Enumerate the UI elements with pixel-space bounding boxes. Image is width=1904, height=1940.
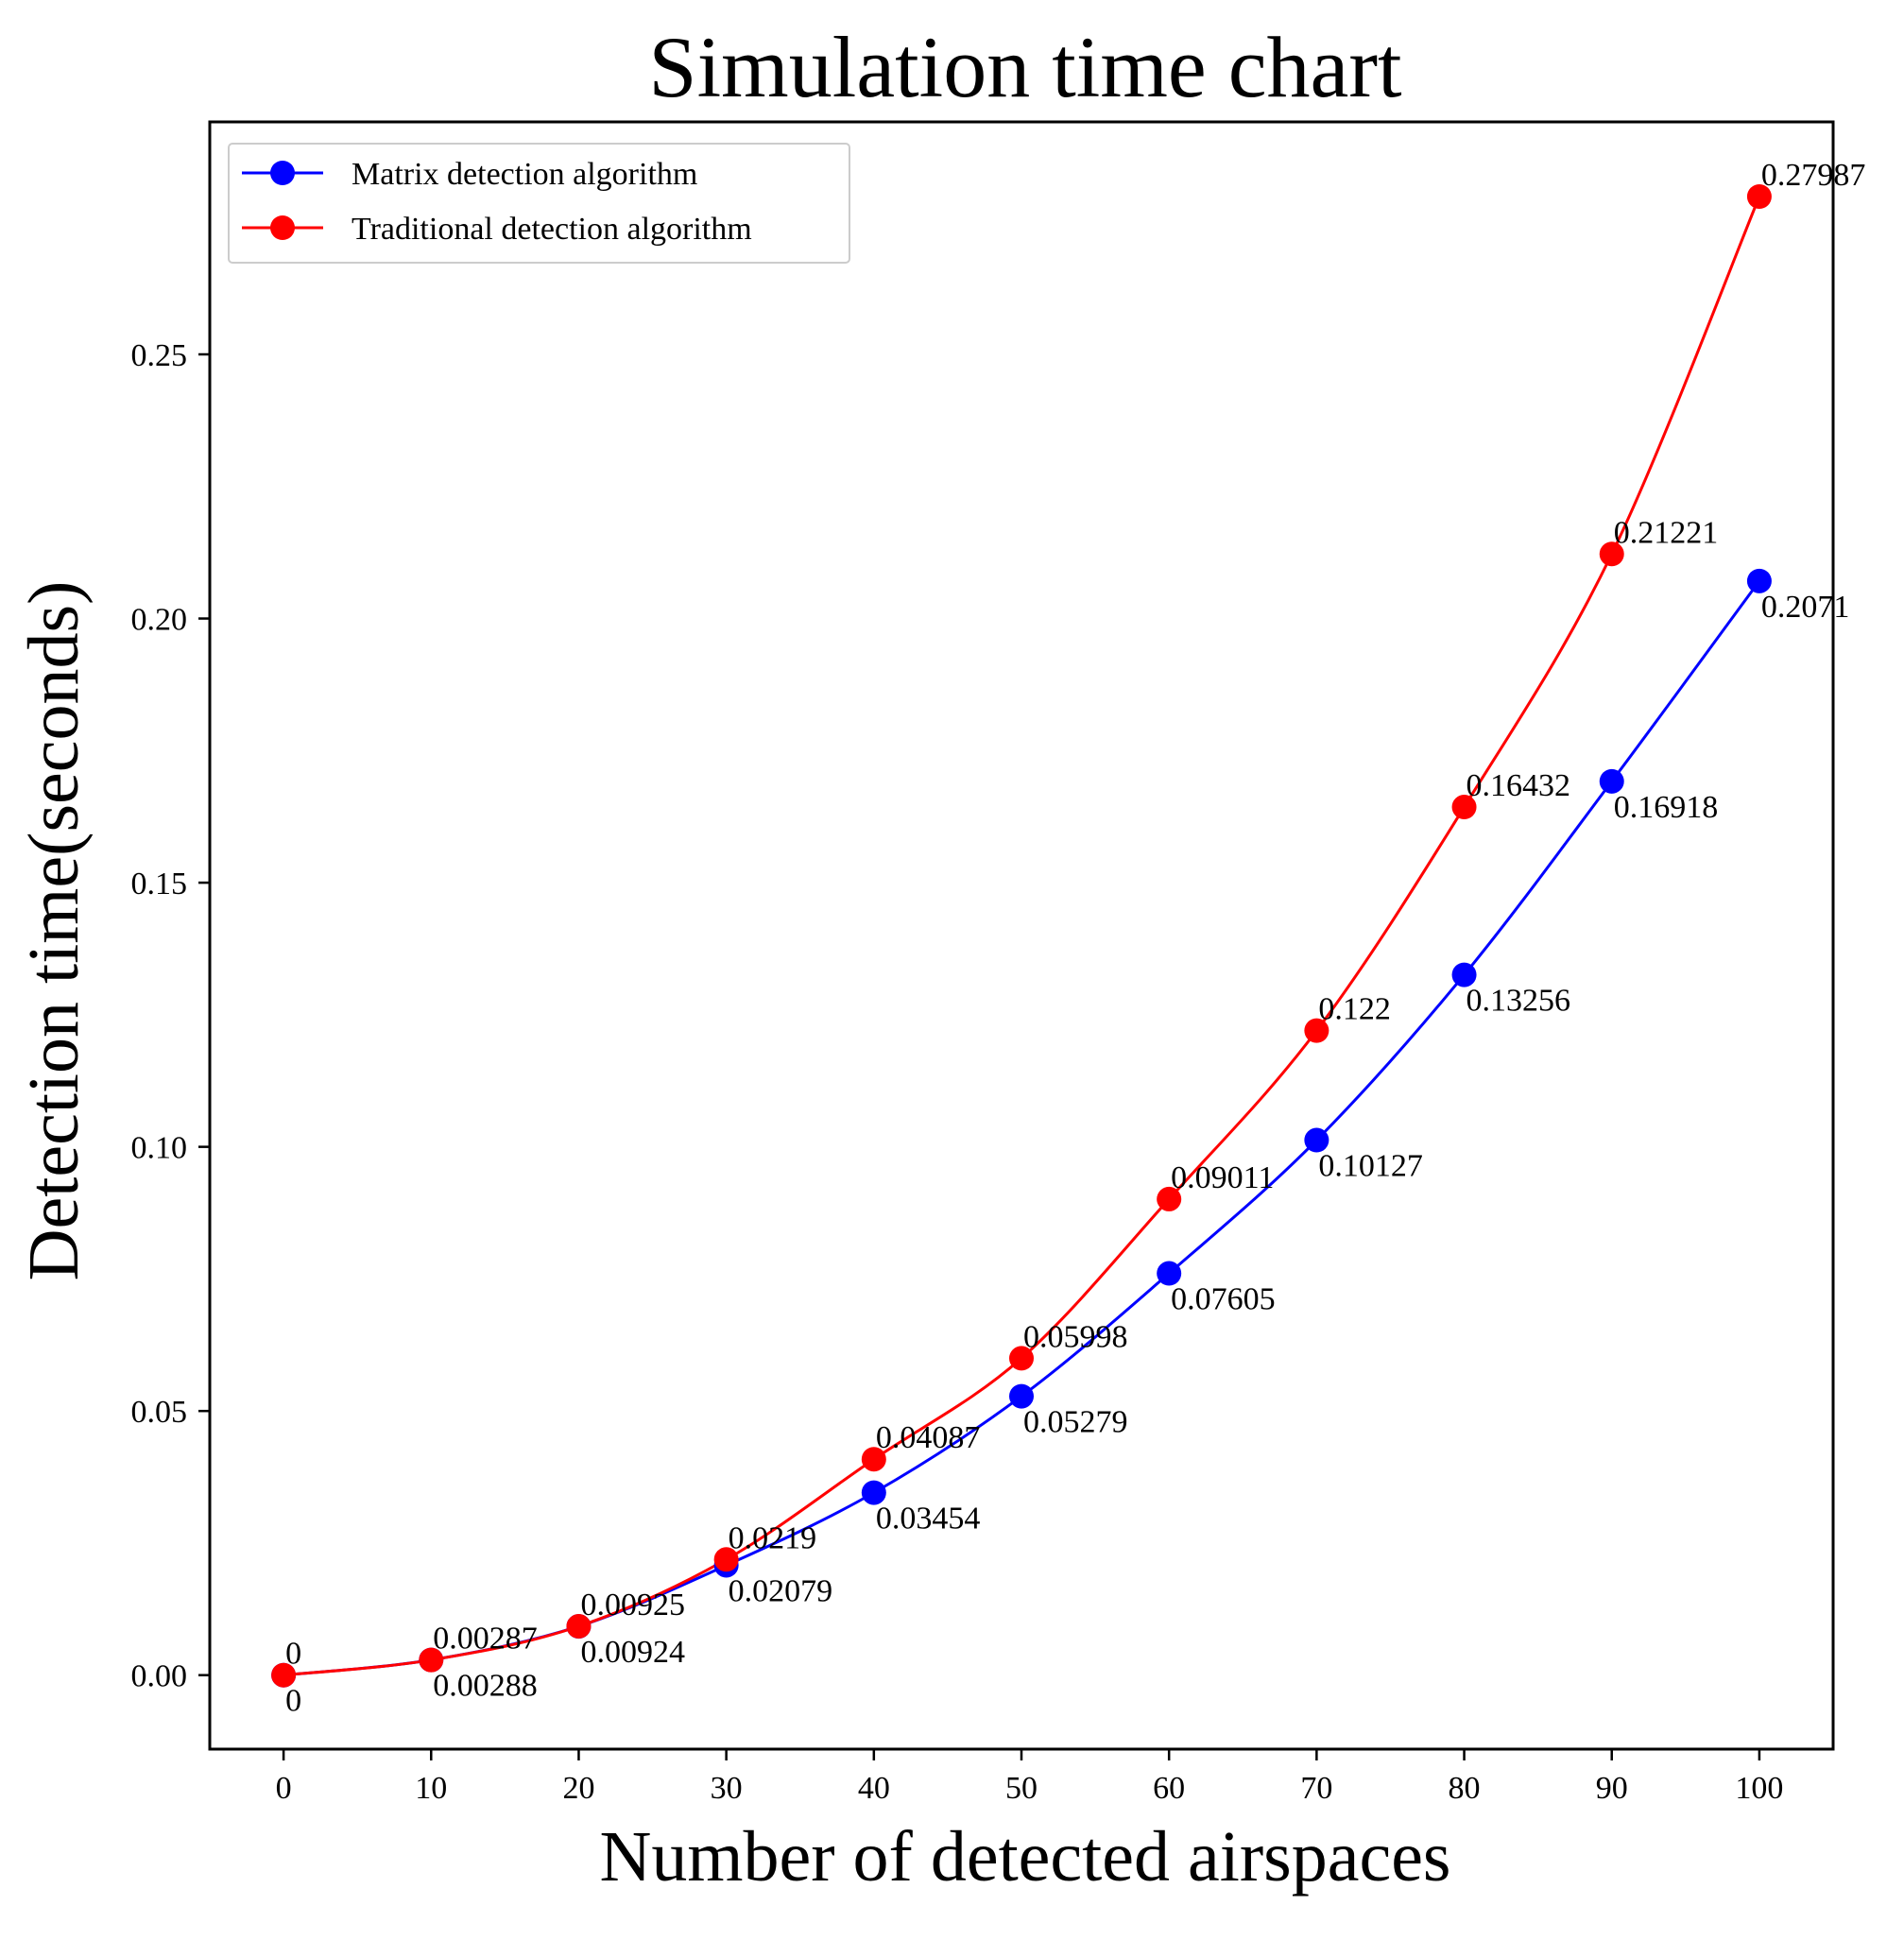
x-tick-label: 80 xyxy=(1449,1771,1481,1806)
series-1-data-label: 0.09011 xyxy=(1171,1160,1274,1195)
series-0-data-label: 0.13256 xyxy=(1467,984,1571,1019)
x-tick-label: 30 xyxy=(711,1771,743,1806)
x-tick-label: 70 xyxy=(1300,1771,1332,1806)
y-tick-label: 0.00 xyxy=(131,1659,188,1694)
legend-label-0: Matrix detection algorithm xyxy=(352,157,697,192)
plot-area: 0 10 20 30 40 50 60 70 80 90 100 0.00 0.05 0.10 0.15 0.… xyxy=(131,120,1866,1806)
series-0-data-label: 0.00924 xyxy=(580,1635,685,1670)
series-0-data-label: 0.07605 xyxy=(1171,1282,1276,1317)
y-tick-label: 0.20 xyxy=(131,603,188,638)
series-1-point xyxy=(1451,795,1477,820)
legend-marker-0 xyxy=(270,161,295,185)
y-tick-label: 0.15 xyxy=(131,867,188,901)
series-0-data-label: 0.03454 xyxy=(876,1502,980,1537)
series-0-data-label: 0.10127 xyxy=(1318,1149,1423,1184)
x-axis-label: Number of detected airspaces xyxy=(599,1817,1450,1897)
series-1-point xyxy=(271,1662,297,1688)
series-1-data-label: 0.21221 xyxy=(1614,515,1719,550)
series-0-data-label: 0.00288 xyxy=(433,1669,537,1704)
x-tick-label: 90 xyxy=(1596,1771,1628,1806)
series-0-point xyxy=(1599,768,1624,794)
series-0-point xyxy=(1304,1127,1329,1153)
series-0-data-label: 0.05279 xyxy=(1023,1405,1128,1440)
series-1-data-label: 0.00925 xyxy=(580,1588,685,1622)
series-1-data-label: 0 xyxy=(285,1637,301,1672)
series-1-data-label: 0.04087 xyxy=(876,1420,980,1455)
series-1-point xyxy=(1009,1346,1034,1371)
series-1-data-label: 0.16432 xyxy=(1467,768,1571,803)
x-tick-label: 10 xyxy=(415,1771,447,1806)
series-0-data-label: 0.02079 xyxy=(729,1573,833,1608)
series-1-point xyxy=(1599,541,1624,567)
series-0-point xyxy=(1451,962,1477,987)
series-1-point xyxy=(566,1614,592,1640)
series-0-data-label: 0 xyxy=(285,1684,301,1719)
x-tick-label: 100 xyxy=(1735,1771,1783,1806)
series-0-point xyxy=(1157,1261,1182,1286)
y-tick-label: 0.10 xyxy=(131,1131,188,1166)
series-1-point xyxy=(1304,1018,1329,1043)
series-0-point xyxy=(1746,568,1772,593)
series-0-point xyxy=(861,1480,886,1505)
series-1-data-label: 0.05998 xyxy=(1023,1319,1128,1354)
legend: Matrix detection algorithm Traditional de… xyxy=(228,143,850,264)
series-1-data-label: 0.122 xyxy=(1318,992,1391,1027)
series-1-data-label: 0.0219 xyxy=(729,1520,817,1555)
series-1-point xyxy=(419,1647,444,1673)
series-1-data-label: 0.00287 xyxy=(433,1622,537,1657)
x-tick-label: 20 xyxy=(562,1771,594,1806)
series-1-point xyxy=(713,1547,739,1572)
x-tick-label: 60 xyxy=(1153,1771,1185,1806)
series-0-data-label: 0.16918 xyxy=(1614,790,1719,825)
series-line-1 xyxy=(283,196,1761,1677)
plot-frame xyxy=(208,120,1835,1751)
legend-label-1: Traditional detection algorithm xyxy=(352,212,752,247)
y-axis-label: Detection time(seconds) xyxy=(14,581,94,1281)
series-0-point xyxy=(1009,1383,1034,1409)
series-1-point xyxy=(1157,1186,1182,1211)
legend-marker-1 xyxy=(270,215,295,240)
series-1-data-label: 0.27987 xyxy=(1761,158,1866,193)
chart-title: Simulation time chart xyxy=(648,19,1402,115)
x-tick-label: 40 xyxy=(858,1771,890,1806)
y-tick-label: 0.25 xyxy=(131,338,188,373)
x-tick-label: 50 xyxy=(1005,1771,1038,1806)
y-tick-label: 0.05 xyxy=(131,1395,188,1430)
series-line-0 xyxy=(283,579,1761,1677)
legend-box xyxy=(228,143,850,264)
series-0-data-label: 0.2071 xyxy=(1761,590,1850,625)
series-1-point xyxy=(1746,183,1772,209)
series-1-point xyxy=(861,1447,886,1472)
x-tick-label: 0 xyxy=(276,1771,292,1806)
